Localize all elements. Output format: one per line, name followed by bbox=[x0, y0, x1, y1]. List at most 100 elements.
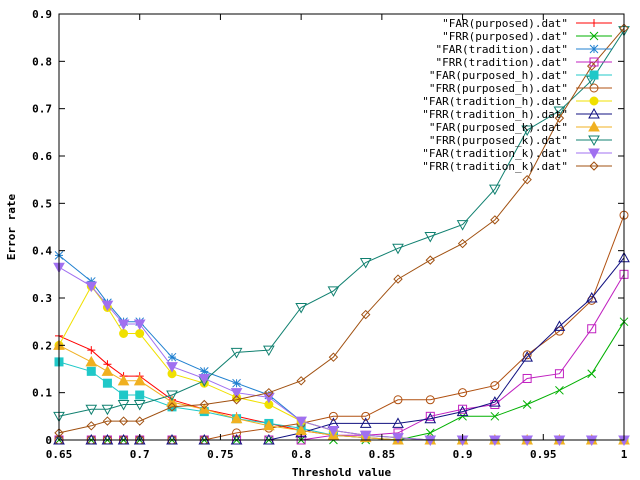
data-point bbox=[327, 286, 340, 297]
legend-label: "FAR(tradition_h).dat" bbox=[422, 95, 568, 108]
data-point bbox=[119, 390, 129, 400]
data-point bbox=[101, 365, 114, 376]
legend-label: "FRR(tradition_h).dat" bbox=[422, 108, 568, 121]
y-tick-label: 0.2 bbox=[32, 339, 52, 352]
legend-swatch-marker bbox=[590, 19, 598, 27]
data-point bbox=[359, 258, 372, 269]
data-point bbox=[522, 373, 532, 383]
data-point bbox=[230, 388, 243, 399]
data-point bbox=[167, 402, 177, 412]
data-point bbox=[327, 426, 340, 437]
legend-item: "FAR(tradition).dat" bbox=[436, 43, 612, 56]
data-point bbox=[392, 243, 404, 255]
data-point bbox=[101, 404, 114, 416]
legend-label: "FRR(purposed_h).dat" bbox=[429, 82, 568, 95]
legend-item: "FRR(tradition_h).dat" bbox=[422, 107, 612, 121]
data-point bbox=[117, 400, 130, 411]
series-12 bbox=[54, 23, 629, 438]
y-tick-label: 0.9 bbox=[32, 8, 52, 21]
x-tick-label: 0.8 bbox=[291, 448, 311, 461]
data-point bbox=[458, 388, 468, 398]
legend-swatch-marker bbox=[588, 148, 600, 160]
legend-swatch-marker bbox=[589, 70, 599, 80]
data-point bbox=[231, 395, 242, 405]
data-point bbox=[522, 400, 532, 409]
legend-label: "FAR(purposed_h).dat" bbox=[429, 69, 568, 82]
data-point bbox=[86, 277, 96, 286]
data-point bbox=[587, 61, 597, 71]
data-point bbox=[133, 319, 146, 331]
data-point bbox=[328, 411, 338, 421]
data-point bbox=[263, 419, 275, 431]
legend-swatch-marker bbox=[589, 44, 599, 54]
plot-frame bbox=[58, 13, 625, 441]
data-point bbox=[553, 320, 566, 331]
data-point bbox=[102, 416, 113, 426]
data-point bbox=[230, 347, 243, 359]
data-point bbox=[554, 369, 564, 379]
data-point bbox=[198, 373, 211, 385]
data-point bbox=[167, 352, 177, 362]
y-tick-label: 0.8 bbox=[32, 55, 52, 68]
legend-swatch-marker bbox=[588, 107, 600, 119]
data-point bbox=[166, 396, 178, 407]
legend-item: "FRR(tradition).dat" bbox=[436, 56, 612, 69]
data-point bbox=[166, 390, 178, 402]
data-point bbox=[117, 374, 130, 386]
data-point bbox=[587, 324, 597, 334]
data-point bbox=[424, 412, 437, 424]
legend-swatch-marker bbox=[589, 83, 599, 93]
legend-item: "FAR(purposed_h).dat" bbox=[429, 69, 612, 82]
y-axis-title: Error rate bbox=[5, 194, 18, 261]
legend-swatch-marker bbox=[589, 161, 599, 171]
data-point bbox=[86, 366, 96, 376]
data-point bbox=[554, 113, 565, 123]
data-point bbox=[458, 404, 468, 414]
legend-label: "FAR(tradition_k).dat" bbox=[422, 147, 568, 160]
data-point bbox=[101, 300, 114, 312]
data-point bbox=[587, 369, 597, 379]
data-point bbox=[555, 385, 564, 395]
legend-item: "FAR(purposed).dat" bbox=[442, 17, 612, 30]
y-tick-label: 0.5 bbox=[32, 197, 52, 210]
data-point bbox=[393, 274, 403, 284]
legend-item: "FRR(tradition_k).dat" bbox=[422, 160, 612, 173]
data-point bbox=[456, 405, 469, 417]
data-point bbox=[102, 378, 112, 388]
y-tick-label: 0.4 bbox=[32, 245, 52, 258]
y-axis: 0 0.1 0.2 0.3 0.4 0.5 0.6 0.7 0.8 0.9 bbox=[32, 8, 624, 447]
data-point bbox=[263, 392, 275, 404]
data-point bbox=[361, 411, 371, 421]
data-point bbox=[232, 378, 241, 388]
legend-swatch-marker bbox=[589, 96, 599, 106]
data-point bbox=[295, 302, 307, 314]
legend-item: "FRR(purposed_h).dat" bbox=[429, 82, 612, 95]
legend-swatch-marker bbox=[588, 135, 600, 147]
series-line bbox=[58, 27, 625, 434]
data-point bbox=[133, 374, 146, 386]
x-tick-label: 0.7 bbox=[130, 448, 150, 461]
data-point bbox=[553, 106, 566, 118]
x-axis-title: Threshold value bbox=[292, 466, 392, 479]
data-point bbox=[489, 184, 501, 196]
data-point bbox=[359, 417, 372, 428]
data-point bbox=[554, 326, 564, 336]
data-point bbox=[135, 416, 145, 426]
data-point bbox=[135, 390, 145, 400]
data-point bbox=[133, 400, 146, 411]
legend-swatch-marker bbox=[589, 31, 599, 41]
legend-swatch-marker bbox=[589, 57, 599, 67]
y-tick-label: 0.7 bbox=[32, 103, 52, 116]
legend-label: "FRR(tradition_k).dat" bbox=[422, 160, 568, 173]
data-point bbox=[457, 238, 468, 249]
data-point bbox=[522, 174, 532, 185]
legend-label: "FRR(tradition).dat" bbox=[436, 56, 568, 69]
legend-label: "FRR(purposed).dat" bbox=[442, 30, 568, 43]
legend-swatch-marker bbox=[588, 120, 600, 132]
data-point bbox=[263, 345, 275, 357]
legend-item: "FAR(tradition_h).dat" bbox=[422, 95, 612, 108]
x-tick-label: 0.75 bbox=[207, 448, 234, 461]
data-point bbox=[521, 351, 533, 362]
